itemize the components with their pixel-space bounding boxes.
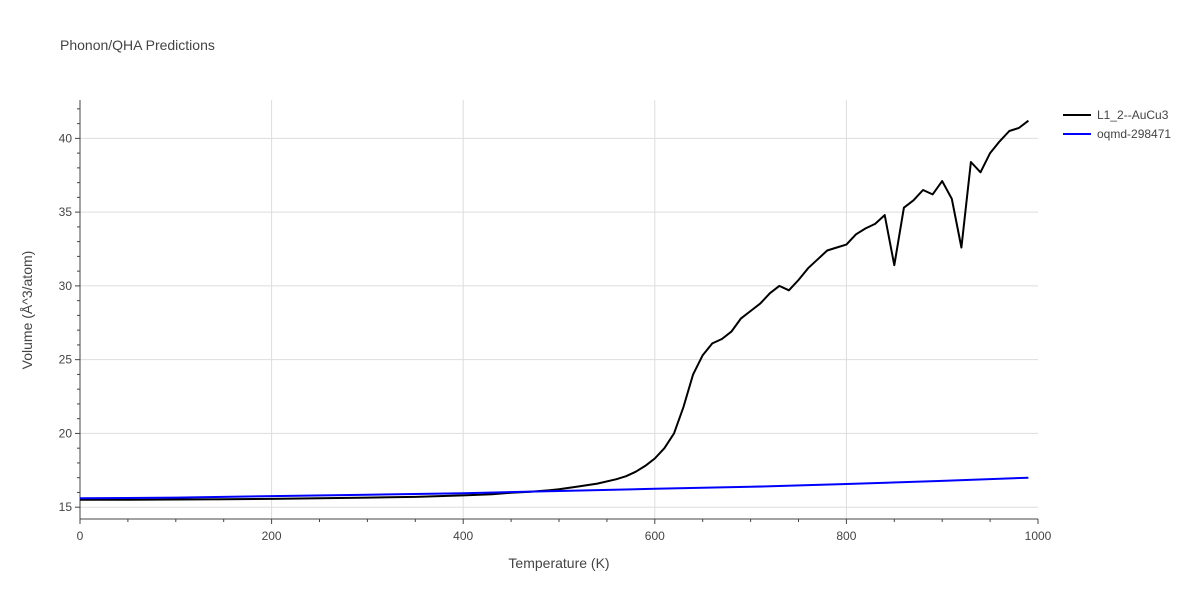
- legend-label: oqmd-298471: [1097, 127, 1171, 141]
- y-tick-label: 15: [59, 500, 73, 514]
- x-tick-label: 0: [77, 529, 84, 543]
- series-line-1: [79, 476, 1029, 500]
- x-tick-label: 400: [453, 529, 473, 543]
- x-tick-label: 1000: [1025, 529, 1052, 543]
- axes: 0 200 400 600 800 1000 15 20 25 30 35 40: [59, 100, 1052, 543]
- y-axis-label: Volume (Å^3/atom): [19, 251, 35, 370]
- grid-lines: [80, 100, 1038, 519]
- legend[interactable]: L1_2--AuCu3 oqmd-298471: [1063, 108, 1171, 141]
- y-tick-label: 20: [59, 426, 73, 440]
- x-tick-label: 200: [262, 529, 282, 543]
- y-tick-label: 30: [59, 279, 73, 293]
- x-axis-label: Temperature (K): [508, 555, 609, 571]
- series-line-0: [80, 119, 1030, 501]
- legend-item-1[interactable]: oqmd-298471: [1063, 127, 1171, 141]
- x-tick-label: 600: [645, 529, 665, 543]
- y-tick-label: 40: [59, 131, 73, 145]
- series-lines: [79, 119, 1030, 501]
- legend-label: L1_2--AuCu3: [1097, 108, 1169, 122]
- chart-title: Phonon/QHA Predictions: [60, 37, 215, 53]
- y-tick-label: 25: [59, 353, 73, 367]
- y-tick-label: 35: [59, 205, 73, 219]
- legend-item-0[interactable]: L1_2--AuCu3: [1063, 108, 1169, 122]
- x-tick-label: 800: [836, 529, 856, 543]
